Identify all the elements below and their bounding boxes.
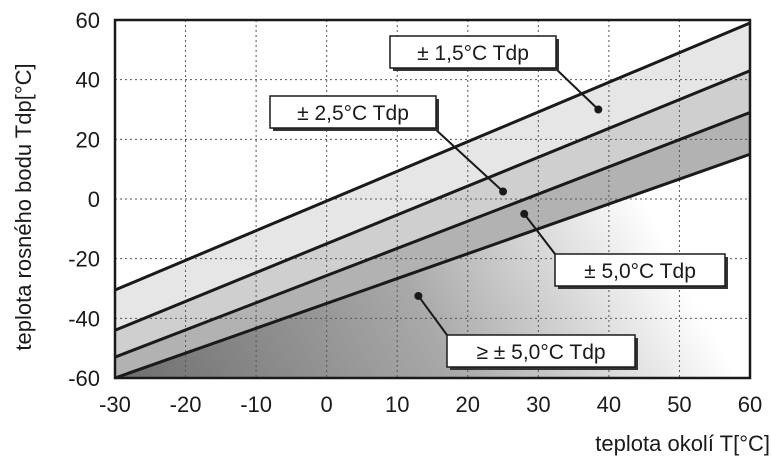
annotations: ± 1,5°C Tdp ± 2,5°C Tdp ± 5,0°C Tdp ≥ ± 5,0… — [269, 35, 728, 370]
y-tick-label: -20 — [68, 247, 100, 272]
annotation-label: ± 5,0°C Tdp — [584, 260, 696, 283]
annotation-point — [414, 291, 423, 300]
x-axis-label: teplota okolí T[°C] — [595, 431, 770, 456]
series-line — [114, 21, 751, 292]
x-tick-label: 30 — [526, 392, 550, 417]
series-line — [114, 69, 751, 332]
y-tick-label: -60 — [68, 366, 100, 391]
annotation-leader — [433, 127, 504, 193]
series-lines — [114, 21, 751, 380]
annotation-leader — [417, 295, 448, 336]
annotation-box — [446, 334, 636, 368]
annotation-leader — [523, 213, 556, 255]
y-tick-label: 20 — [76, 127, 100, 152]
annotation-point — [594, 105, 603, 114]
accuracy-band — [115, 112, 750, 378]
series-line — [114, 111, 751, 359]
annotation-label: ± 2,5°C Tdp — [297, 102, 409, 125]
y-tick-label: -40 — [68, 306, 100, 331]
series-line — [114, 152, 751, 380]
grid — [115, 20, 750, 378]
x-tick-label: -10 — [240, 392, 272, 417]
annotation-box — [389, 35, 557, 69]
x-tick-label: 40 — [597, 392, 621, 417]
x-tick-label: 20 — [456, 392, 480, 417]
y-axis-label: teplota rosného bodu Tdp[°C] — [11, 63, 36, 350]
annotation-point — [499, 187, 508, 196]
annotation-point — [520, 209, 529, 218]
annotation-label: ≥ ± 5,0°C Tdp — [476, 341, 605, 364]
accuracy-band — [115, 70, 750, 358]
annotation-box — [554, 253, 726, 287]
y-tick-label: 60 — [76, 8, 100, 33]
y-tick-label: 40 — [76, 68, 100, 93]
y-tick-label: 0 — [88, 187, 100, 212]
accuracy-band — [115, 22, 750, 331]
x-tick-label: -20 — [170, 392, 202, 417]
annotation-label: ± 1,5°C Tdp — [417, 42, 529, 65]
annotation-leader — [554, 67, 599, 111]
plot-frame — [113, 18, 752, 380]
annotation-box — [269, 95, 437, 129]
y-tick-labels: 60 40 20 0 -20 -40 -60 — [68, 8, 100, 391]
x-tick-labels: -30 -20 -10 0 10 20 30 40 50 60 — [99, 392, 762, 417]
x-tick-label: 60 — [738, 392, 762, 417]
x-tick-label: 0 — [321, 392, 333, 417]
x-tick-label: 50 — [667, 392, 691, 417]
x-tick-label: -30 — [99, 392, 131, 417]
x-tick-label: 10 — [385, 392, 409, 417]
